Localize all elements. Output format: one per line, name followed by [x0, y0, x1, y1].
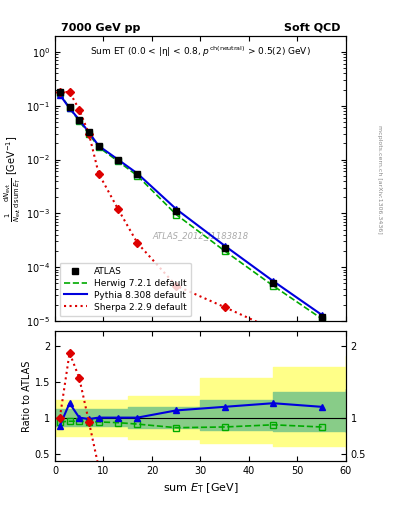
Herwig 7.2.1 default [77, 118, 82, 124]
ATLAS [174, 208, 178, 214]
ATLAS [135, 170, 140, 177]
Pythia 8.308 default [116, 157, 120, 163]
Sherpa 2.2.9 default [319, 419, 324, 425]
ATLAS [67, 104, 72, 110]
Text: 7000 GeV pp: 7000 GeV pp [61, 23, 140, 33]
Pythia 8.308 default [67, 105, 72, 111]
Y-axis label: $\frac{1}{N_\mathrm{evt}}\frac{\mathrm{d}N_\mathrm{evt}}{\mathrm{d\,sum}\,E_\mat: $\frac{1}{N_\mathrm{evt}}\frac{\mathrm{d… [2, 135, 23, 222]
ATLAS [77, 117, 82, 123]
Line: Pythia 8.308 default: Pythia 8.308 default [60, 95, 321, 315]
ATLAS [96, 143, 101, 149]
Pythia 8.308 default [319, 312, 324, 318]
Pythia 8.308 default [57, 92, 62, 98]
Pythia 8.308 default [86, 130, 91, 136]
ATLAS [222, 245, 227, 251]
Herwig 7.2.1 default [116, 158, 120, 164]
Pythia 8.308 default [174, 206, 178, 212]
Sherpa 2.2.9 default [86, 131, 91, 137]
Herwig 7.2.1 default [135, 173, 140, 179]
Pythia 8.308 default [222, 243, 227, 249]
Herwig 7.2.1 default [86, 131, 91, 137]
Sherpa 2.2.9 default [67, 89, 72, 95]
Text: mcplots.cern.ch [arXiv:1306.3436]: mcplots.cern.ch [arXiv:1306.3436] [377, 125, 382, 233]
Legend: ATLAS, Herwig 7.2.1 default, Pythia 8.308 default, Sherpa 2.2.9 default: ATLAS, Herwig 7.2.1 default, Pythia 8.30… [59, 263, 191, 316]
X-axis label: sum $E_\mathrm{T}$ [GeV]: sum $E_\mathrm{T}$ [GeV] [163, 481, 238, 495]
Sherpa 2.2.9 default [271, 326, 275, 332]
Sherpa 2.2.9 default [96, 170, 101, 177]
Y-axis label: Ratio to ATLAS: Ratio to ATLAS [22, 360, 32, 432]
Line: Herwig 7.2.1 default: Herwig 7.2.1 default [60, 93, 321, 318]
Line: Sherpa 2.2.9 default: Sherpa 2.2.9 default [60, 92, 321, 422]
Herwig 7.2.1 default [222, 248, 227, 254]
Sherpa 2.2.9 default [116, 206, 120, 212]
Line: ATLAS: ATLAS [56, 89, 325, 320]
Sherpa 2.2.9 default [174, 283, 178, 289]
Herwig 7.2.1 default [67, 105, 72, 111]
Pythia 8.308 default [96, 143, 101, 149]
Herwig 7.2.1 default [96, 144, 101, 150]
Pythia 8.308 default [77, 117, 82, 123]
ATLAS [57, 89, 62, 95]
Text: Soft QCD: Soft QCD [283, 23, 340, 33]
ATLAS [116, 157, 120, 163]
Herwig 7.2.1 default [57, 90, 62, 96]
Text: ATLAS_2012_I1183818: ATLAS_2012_I1183818 [152, 231, 248, 240]
Herwig 7.2.1 default [271, 283, 275, 289]
ATLAS [319, 313, 324, 319]
Sherpa 2.2.9 default [57, 89, 62, 95]
Herwig 7.2.1 default [174, 211, 178, 218]
Pythia 8.308 default [271, 278, 275, 284]
ATLAS [271, 280, 275, 286]
ATLAS [86, 130, 91, 136]
Herwig 7.2.1 default [319, 315, 324, 322]
Sherpa 2.2.9 default [222, 304, 227, 310]
Sherpa 2.2.9 default [135, 240, 140, 246]
Sherpa 2.2.9 default [77, 106, 82, 113]
Pythia 8.308 default [135, 170, 140, 177]
Text: Sum ET (0.0 < |η| < 0.8, $p^{\mathrm{ch(neutral)}}$ > 0.5(2) GeV): Sum ET (0.0 < |η| < 0.8, $p^{\mathrm{ch(… [90, 45, 311, 59]
